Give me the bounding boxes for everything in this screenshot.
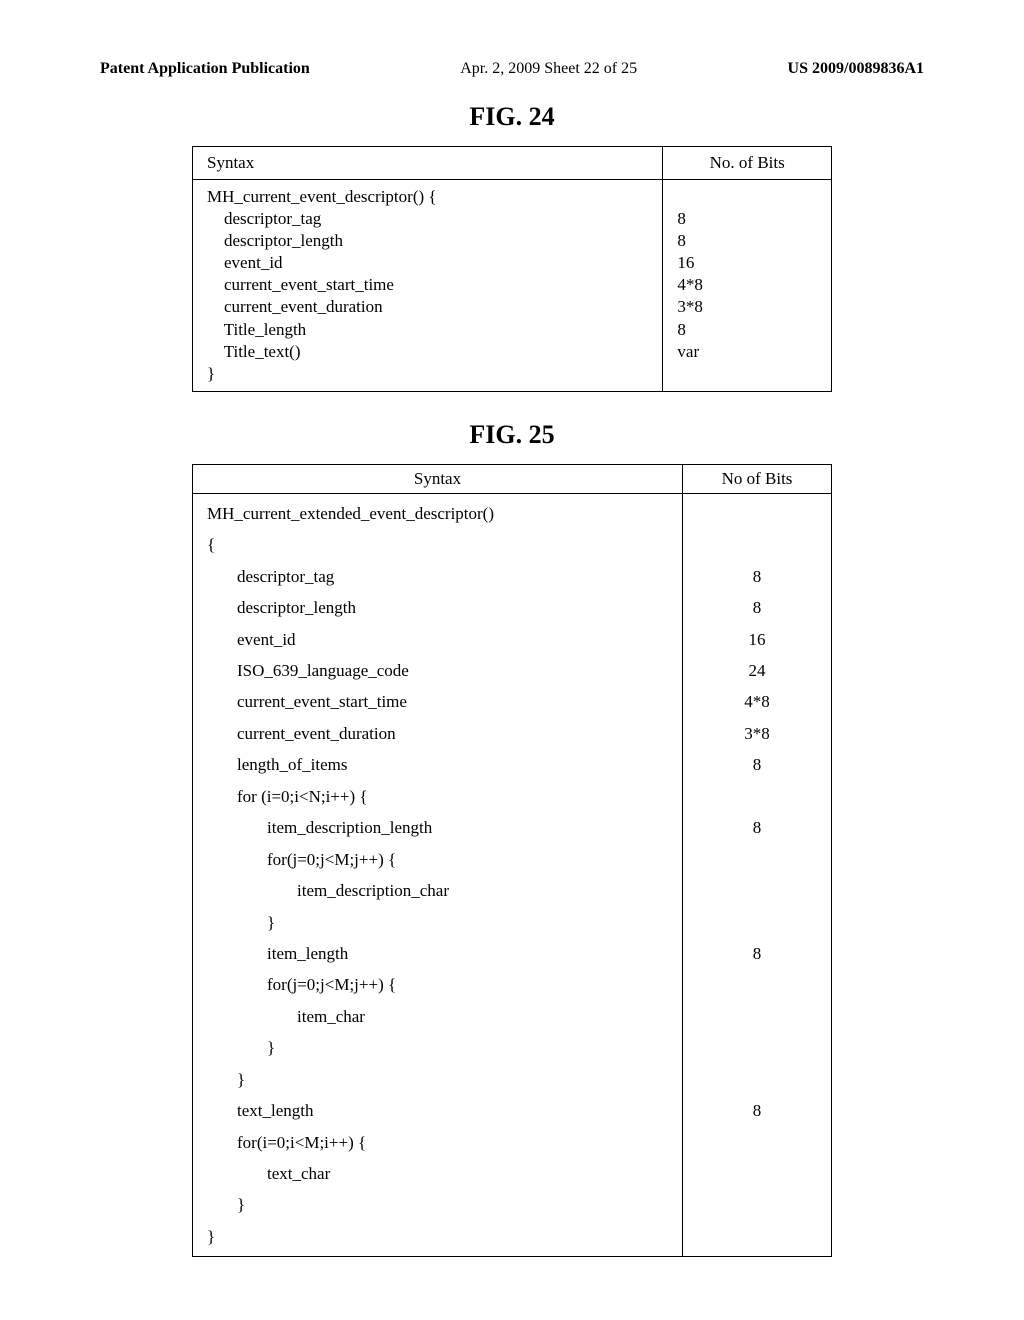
syntax-line: item_char (207, 1001, 668, 1032)
bits-line (697, 875, 817, 906)
bits-line: 8 (677, 208, 817, 230)
syntax-line: } (207, 1032, 668, 1063)
syntax-line: descriptor_length (207, 592, 668, 623)
syntax-line: MH_current_event_descriptor() { (207, 186, 648, 208)
header-right: US 2009/0089836A1 (788, 60, 924, 78)
syntax-line: descriptor_tag (207, 208, 648, 230)
syntax-line: } (207, 1064, 668, 1095)
syntax-line: for(j=0;j<M;j++) { (207, 844, 668, 875)
table-header-row: Syntax No. of Bits (193, 147, 832, 180)
fig24-table: Syntax No. of Bits MH_current_event_desc… (192, 146, 832, 392)
bits-line (697, 907, 817, 938)
bits-line: 8 (697, 1095, 817, 1126)
bits-line (697, 498, 817, 529)
header-left: Patent Application Publication (100, 60, 310, 78)
bits-line (697, 1189, 817, 1220)
col-header-syntax: Syntax (193, 147, 663, 180)
syntax-line: current_event_duration (207, 718, 668, 749)
bits-line: 4*8 (697, 686, 817, 717)
syntax-line: Title_length (207, 319, 648, 341)
syntax-line: } (207, 1221, 668, 1252)
header-row: Patent Application Publication Apr. 2, 2… (100, 60, 924, 78)
bits-line: 8 (697, 812, 817, 843)
syntax-line: item_description_char (207, 875, 668, 906)
bits-line: 3*8 (677, 296, 817, 318)
page: Patent Application Publication Apr. 2, 2… (0, 0, 1024, 1297)
fig25-table: Syntax No of Bits MH_current_extended_ev… (192, 464, 832, 1258)
syntax-line: } (207, 1189, 668, 1220)
bits-line (697, 1064, 817, 1095)
bits-line (697, 1032, 817, 1063)
syntax-line: length_of_items (207, 749, 668, 780)
bits-line (697, 529, 817, 560)
bits-line (697, 969, 817, 1000)
syntax-line: descriptor_length (207, 230, 648, 252)
syntax-line: current_event_duration (207, 296, 648, 318)
bits-line (697, 781, 817, 812)
syntax-line: descriptor_tag (207, 561, 668, 592)
syntax-line: } (207, 907, 668, 938)
table-body-row: MH_current_event_descriptor() { descript… (193, 180, 832, 392)
bits-line: 8 (697, 749, 817, 780)
syntax-line: item_description_length (207, 812, 668, 843)
col-header-bits: No of Bits (683, 464, 832, 493)
col-header-bits: No. of Bits (663, 147, 832, 180)
table-header-row: Syntax No of Bits (193, 464, 832, 493)
syntax-line: current_event_start_time (207, 686, 668, 717)
fig25-title: FIG. 25 (100, 420, 924, 450)
syntax-line: MH_current_extended_event_descriptor() (207, 498, 668, 529)
bits-line (697, 1127, 817, 1158)
bits-line: 4*8 (677, 274, 817, 296)
bits-line (697, 1221, 817, 1252)
syntax-line: event_id (207, 624, 668, 655)
fig25-body: MH_current_extended_event_descriptor(){d… (193, 493, 832, 1257)
bits-line: 8 (697, 592, 817, 623)
syntax-line: item_length (207, 938, 668, 969)
syntax-line: current_event_start_time (207, 274, 648, 296)
table-body-row: MH_current_extended_event_descriptor(){d… (193, 493, 832, 1257)
fig24-bits-cell: 8 8 16 4*8 3*8 8 var (663, 180, 832, 392)
header-center: Apr. 2, 2009 Sheet 22 of 25 (460, 60, 637, 78)
bits-line (697, 1001, 817, 1032)
bits-line: 8 (697, 561, 817, 592)
bits-line (677, 363, 817, 385)
fig25-bits-cell: 8816244*83*88 8 8 8 (683, 493, 832, 1257)
bits-line: var (677, 341, 817, 363)
syntax-line: } (207, 363, 648, 385)
syntax-line: { (207, 529, 668, 560)
syntax-line: for (i=0;i<N;i++) { (207, 781, 668, 812)
bits-line: 3*8 (697, 718, 817, 749)
syntax-line: for(j=0;j<M;j++) { (207, 969, 668, 1000)
col-header-syntax: Syntax (193, 464, 683, 493)
bits-line: 16 (697, 624, 817, 655)
bits-line: 16 (677, 252, 817, 274)
bits-line: 8 (677, 319, 817, 341)
bits-line (697, 844, 817, 875)
syntax-line: event_id (207, 252, 648, 274)
bits-line (697, 1158, 817, 1189)
fig24-title: FIG. 24 (100, 102, 924, 132)
syntax-line: text_length (207, 1095, 668, 1126)
syntax-line: for(i=0;i<M;i++) { (207, 1127, 668, 1158)
bits-line: 8 (697, 938, 817, 969)
bits-line: 24 (697, 655, 817, 686)
bits-line: 8 (677, 230, 817, 252)
bits-line (677, 186, 817, 208)
fig25-syntax-cell: MH_current_extended_event_descriptor(){d… (193, 493, 683, 1257)
fig24-syntax-cell: MH_current_event_descriptor() { descript… (193, 180, 663, 392)
syntax-line: Title_text() (207, 341, 648, 363)
syntax-line: text_char (207, 1158, 668, 1189)
syntax-line: ISO_639_language_code (207, 655, 668, 686)
